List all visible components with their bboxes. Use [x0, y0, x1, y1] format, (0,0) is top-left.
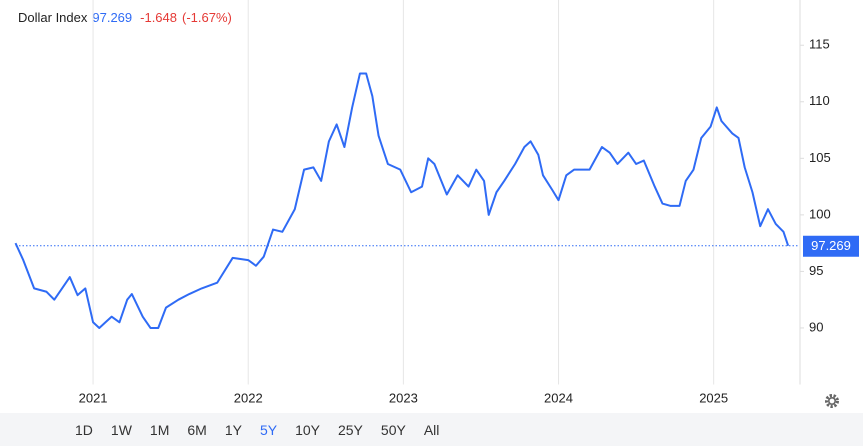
y-tick-label: 90: [809, 319, 823, 334]
last-price: 97.269: [92, 10, 132, 25]
range-button[interactable]: 1Y: [216, 422, 251, 438]
x-tick-label: 2022: [234, 390, 263, 405]
range-button[interactable]: 1M: [141, 422, 178, 438]
settings-icon[interactable]: [825, 394, 839, 408]
last-value-label: 97.269: [811, 238, 851, 253]
change: -1.648: [140, 10, 177, 25]
range-button[interactable]: 50Y: [372, 422, 415, 438]
range-bar: 1D 1W 1M 6M 1Y 5Y 10Y 25Y 50Y All: [0, 413, 863, 446]
range-button[interactable]: 25Y: [329, 422, 372, 438]
y-tick-label: 105: [809, 150, 831, 165]
y-tick-label: 115: [809, 37, 830, 52]
range-button[interactable]: 1W: [102, 422, 141, 438]
range-button[interactable]: 6M: [178, 422, 215, 438]
y-tick-label: 95: [809, 263, 823, 278]
y-tick-label: 110: [809, 93, 830, 108]
change-pct: (-1.67%): [182, 10, 232, 25]
x-tick-label: 2025: [699, 390, 728, 405]
range-button[interactable]: 1D: [66, 422, 102, 438]
x-tick-label: 2021: [79, 390, 108, 405]
x-tick-label: 2023: [389, 390, 418, 405]
header: Dollar Index 97.269 -1.648 (-1.67%): [18, 10, 232, 25]
y-tick-label: 100: [809, 206, 831, 221]
range-button[interactable]: All: [415, 422, 449, 438]
range-button[interactable]: 10Y: [286, 422, 329, 438]
chart: Dollar Index 97.269 -1.648 (-1.67%) 2021 202…: [14, 0, 859, 408]
price-line: [14, 72, 790, 329]
range-button[interactable]: 5Y: [251, 422, 286, 438]
title: Dollar Index: [18, 10, 88, 25]
x-tick-label: 2024: [544, 390, 573, 405]
last-value-box: [803, 235, 859, 257]
